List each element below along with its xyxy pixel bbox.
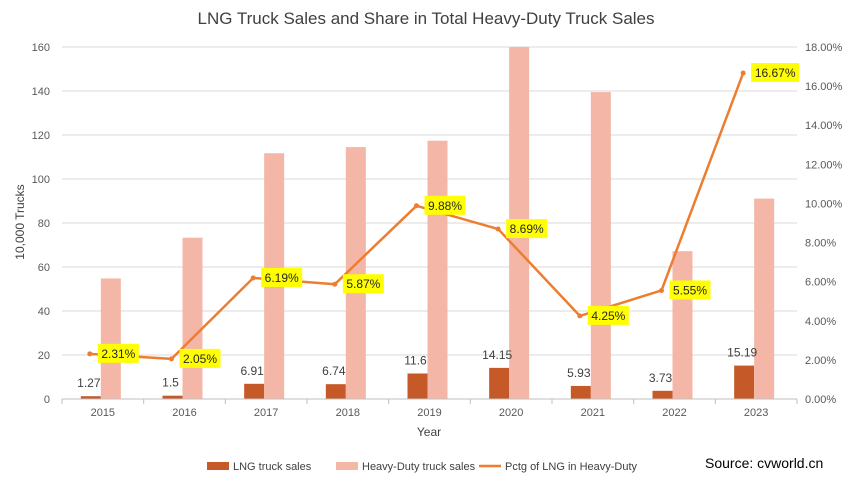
- y-tick-label: 160: [32, 42, 50, 54]
- y2-tick-label: 6.00%: [805, 277, 836, 289]
- lng-sales-value-label: 15.19: [727, 346, 757, 360]
- y2-tick-label: 0.00%: [805, 394, 836, 406]
- source-note: Source: cvworld.cn: [705, 455, 823, 471]
- y-axis-title: 10,000 Trucks: [13, 184, 27, 259]
- lng-sales-bar: [734, 365, 755, 399]
- y2-tick-label: 12.00%: [805, 159, 843, 171]
- pct-value-label: 2.05%: [183, 352, 217, 366]
- y-tick-label: 120: [32, 130, 50, 142]
- y-tick-label: 0: [44, 394, 50, 406]
- lng-sales-bar: [244, 383, 265, 399]
- pct-label-highlight: [751, 63, 800, 83]
- y2-tick-label: 8.00%: [805, 238, 836, 250]
- pct-point: [577, 313, 583, 319]
- pct-line: [87, 70, 746, 362]
- axes: 0 20 40 60 80 100 120 140 160 0.00% 2.00% 4.00% 6.00…: [32, 42, 843, 419]
- legend-label: LNG truck sales: [233, 461, 312, 473]
- lng-sales-value-label: 5.93: [567, 366, 591, 380]
- heavy-duty-sales-bar: [754, 198, 775, 399]
- legend-swatch: [336, 462, 358, 470]
- lng-sales-bar: [489, 367, 510, 399]
- pct-label-highlight: [506, 219, 548, 239]
- pct-point: [169, 356, 174, 362]
- y-tick-label: 140: [32, 86, 50, 98]
- x-tick-label: 2019: [417, 407, 441, 419]
- legend-label: Heavy-Duty truck sales: [362, 461, 476, 473]
- y-tick-label: 80: [38, 218, 50, 230]
- pct-point: [495, 226, 501, 232]
- pct-label-highlight: [261, 267, 303, 287]
- lng-sales-value-label: 1.27: [77, 376, 101, 390]
- y2-tick-label: 2.00%: [805, 355, 836, 367]
- pct-value-label: 16.67%: [755, 66, 796, 80]
- x-tick-label: 2017: [254, 407, 278, 419]
- x-tick-label: 2015: [91, 407, 115, 419]
- pct-label-highlight: [342, 274, 384, 294]
- pct-point: [659, 287, 664, 293]
- lng-sales-bar: [570, 385, 591, 399]
- y2-tick-label: 16.00%: [805, 81, 843, 93]
- y2-tick-label: 10.00%: [805, 198, 843, 210]
- x-axis-title: Year: [417, 425, 441, 439]
- y2-tick-label: 4.00%: [805, 316, 836, 328]
- lng-sales-value-label: 6.74: [322, 364, 346, 378]
- legend-label: Pctg of LNG in Heavy-Duty: [505, 461, 638, 473]
- heavy-duty-sales-bar: [427, 140, 448, 399]
- pct-point: [740, 70, 746, 76]
- pct-value-label: 8.69%: [510, 222, 544, 236]
- heavy-duty-sales-bar: [590, 92, 611, 399]
- lng-sales-bar: [325, 384, 346, 399]
- pct-value-label: 4.25%: [591, 309, 625, 323]
- heavy-duty-sales-bar: [182, 237, 203, 399]
- data-labels: 1.27 1.5 6.91 6.74 11.6 14.15 5.93 3.73 15.19 2.3…: [77, 63, 800, 390]
- x-tick-label: 2018: [336, 407, 360, 419]
- pct-label-highlight: [587, 305, 629, 325]
- y-tick-label: 100: [32, 174, 50, 186]
- pct-label-highlight: [424, 195, 466, 215]
- pct-label-highlight: [97, 343, 139, 363]
- x-tick-label: 2021: [581, 407, 605, 419]
- lng-sales-value-label: 6.91: [240, 364, 264, 378]
- lng-sales-bar: [80, 396, 101, 399]
- heavy-duty-sales-bar: [345, 147, 366, 399]
- y2-tick-label: 18.00%: [805, 42, 843, 54]
- legend: LNG truck sales Heavy-Duty truck sales Pct…: [207, 461, 638, 473]
- pct-point: [87, 351, 93, 357]
- pct-point: [414, 203, 419, 209]
- y-tick-label: 40: [38, 306, 50, 318]
- pct-label-highlight: [669, 280, 711, 300]
- pct-value-label: 9.88%: [428, 199, 462, 213]
- pct-value-label: 5.87%: [346, 277, 380, 291]
- pct-point: [332, 281, 338, 287]
- pct-value-label: 2.31%: [101, 347, 135, 361]
- x-tick-label: 2023: [744, 407, 768, 419]
- x-tick-label: 2016: [172, 407, 196, 419]
- heavy-duty-sales-bar: [672, 251, 693, 399]
- legend-swatch: [207, 462, 229, 470]
- lng-sales-bar: [652, 390, 673, 399]
- heavy-duty-sales-bar: [100, 278, 121, 399]
- x-tick-label: 2022: [662, 407, 686, 419]
- lng-sales-value-label: 11.6: [404, 353, 427, 367]
- chart-title: LNG Truck Sales and Share in Total Heavy…: [198, 9, 655, 28]
- lng-sales-value-label: 3.73: [649, 371, 673, 385]
- lng-sales-bar: [407, 373, 428, 399]
- pct-value-label: 5.55%: [673, 283, 707, 297]
- lng-sales-value-label: 1.5: [162, 376, 179, 390]
- y-tick-label: 60: [38, 262, 50, 274]
- y2-tick-label: 14.00%: [805, 120, 843, 132]
- x-tick-label: 2020: [499, 407, 523, 419]
- pct-label-highlight: [179, 348, 221, 368]
- lng-sales-bar: [162, 395, 183, 399]
- pct-value-label: 6.19%: [265, 271, 299, 285]
- pct-point: [250, 275, 256, 281]
- lng-sales-value-label: 14.15: [482, 348, 512, 362]
- y-tick-label: 20: [38, 350, 50, 362]
